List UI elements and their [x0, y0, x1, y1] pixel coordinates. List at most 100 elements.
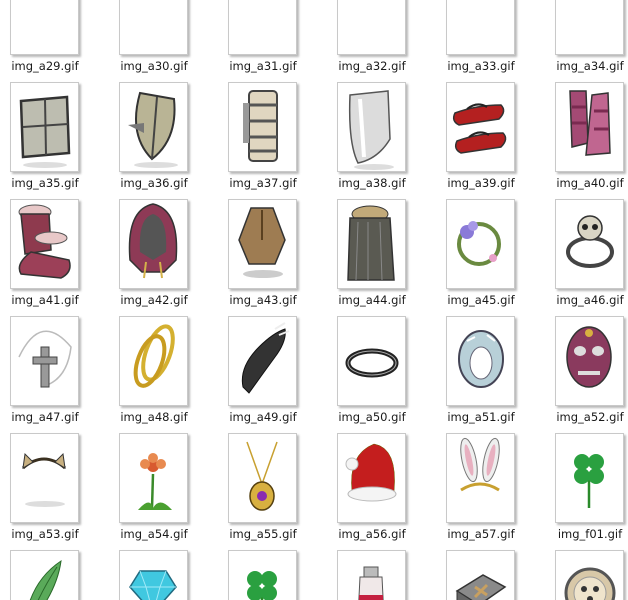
- plate-shield-icon[interactable]: [337, 82, 406, 172]
- file-item[interactable]: img_a41.gif: [5, 199, 115, 316]
- file-name-label: img_a45.gif: [447, 293, 515, 307]
- file-name-label: img_f01.gif: [557, 527, 623, 541]
- file-name-label: img_a56.gif: [338, 527, 406, 541]
- file-item[interactable]: img_a50.gif: [332, 316, 442, 433]
- file-item[interactable]: img_a31.gif: [223, 0, 333, 82]
- flower-wreath-icon[interactable]: [446, 199, 515, 289]
- skull-mask-icon[interactable]: [555, 316, 624, 406]
- flower-icon[interactable]: [119, 433, 188, 523]
- file-item[interactable]: img_a55.gif: [223, 433, 333, 550]
- gold-rings-icon[interactable]: [119, 316, 188, 406]
- clover-icon[interactable]: [228, 550, 297, 600]
- sprout-icon[interactable]: [555, 0, 624, 55]
- file-item[interactable]: img_a32.gif: [332, 0, 442, 82]
- file-item[interactable]: img_f01.gif: [550, 433, 628, 550]
- file-item[interactable]: img_a52.gif: [550, 316, 628, 433]
- file-name-label: img_a36.gif: [120, 176, 188, 190]
- file-item[interactable]: img_a40.gif: [550, 82, 628, 199]
- skull-ring-icon[interactable]: [555, 199, 624, 289]
- pink-boots-icon[interactable]: [555, 82, 624, 172]
- goggles-icon[interactable]: [119, 0, 188, 55]
- file-item[interactable]: img_a47.gif: [5, 316, 115, 433]
- file-item[interactable]: img_a51.gif: [441, 316, 551, 433]
- file-item[interactable]: [441, 550, 551, 600]
- thumbnail-row: img_a53.gif img_a54.gif img_a55.gif img_a56…: [0, 433, 628, 550]
- helmet-icon[interactable]: [337, 0, 406, 55]
- file-item[interactable]: img_a36.gif: [114, 82, 224, 199]
- file-name-label: img_a54.gif: [120, 527, 188, 541]
- file-name-label: img_a55.gif: [229, 527, 297, 541]
- file-name-label: img_a38.gif: [338, 176, 406, 190]
- file-name-label: img_a46.gif: [556, 293, 624, 307]
- file-name-label: img_a50.gif: [338, 410, 406, 424]
- file-item[interactable]: img_a45.gif: [441, 199, 551, 316]
- pendant-icon[interactable]: [228, 433, 297, 523]
- hair-icon[interactable]: [446, 0, 515, 55]
- clover-icon[interactable]: [555, 433, 624, 523]
- file-item[interactable]: img_a56.gif: [332, 433, 442, 550]
- fur-tail-icon[interactable]: [228, 316, 297, 406]
- file-item[interactable]: img_a44.gif: [332, 199, 442, 316]
- hood-icon[interactable]: [119, 199, 188, 289]
- file-name-label: img_a47.gif: [11, 410, 79, 424]
- bunny-ears-icon[interactable]: [446, 433, 515, 523]
- fur-boots-icon[interactable]: [10, 199, 79, 289]
- file-item[interactable]: img_a57.gif: [441, 433, 551, 550]
- file-item[interactable]: img_a30.gif: [114, 0, 224, 82]
- cat-ears-icon[interactable]: [10, 433, 79, 523]
- file-name-label: img_a48.gif: [120, 410, 188, 424]
- cloak-icon[interactable]: [337, 199, 406, 289]
- file-name-label: img_a34.gif: [556, 59, 624, 73]
- file-item[interactable]: img_a29.gif: [5, 0, 115, 82]
- file-item[interactable]: img_a34.gif: [550, 0, 628, 82]
- santa-hat-icon[interactable]: [337, 433, 406, 523]
- file-name-label: img_a30.gif: [120, 59, 188, 73]
- file-name-label: img_a41.gif: [11, 293, 79, 307]
- file-item[interactable]: img_a33.gif: [441, 0, 551, 82]
- red-shoes-icon[interactable]: [446, 82, 515, 172]
- crystal-ring-icon[interactable]: [446, 316, 515, 406]
- thumbnail-row: img_a41.gif img_a42.gif img_a43.gif img_a44…: [0, 199, 628, 316]
- file-item[interactable]: img_a37.gif: [223, 82, 333, 199]
- potion-icon[interactable]: [337, 550, 406, 600]
- cross-necklace-icon[interactable]: [10, 316, 79, 406]
- file-item[interactable]: img_a43.gif: [223, 199, 333, 316]
- file-name-label: img_a52.gif: [556, 410, 624, 424]
- goggles-icon[interactable]: [228, 0, 297, 55]
- file-name-label: img_a32.gif: [338, 59, 406, 73]
- box-icon[interactable]: [446, 550, 515, 600]
- file-item[interactable]: [550, 550, 628, 600]
- shield-icon[interactable]: [119, 82, 188, 172]
- armor-icon[interactable]: [10, 82, 79, 172]
- file-item[interactable]: img_a53.gif: [5, 433, 115, 550]
- file-name-label: img_a57.gif: [447, 527, 515, 541]
- file-item[interactable]: img_a49.gif: [223, 316, 333, 433]
- leaf-icon[interactable]: [10, 550, 79, 600]
- file-name-label: img_a51.gif: [447, 410, 515, 424]
- file-item[interactable]: img_a35.gif: [5, 82, 115, 199]
- file-item[interactable]: img_a54.gif: [114, 433, 224, 550]
- button-icon[interactable]: [555, 550, 624, 600]
- file-name-label: img_a53.gif: [11, 527, 79, 541]
- file-item[interactable]: img_a42.gif: [114, 199, 224, 316]
- file-name-label: img_a29.gif: [11, 59, 79, 73]
- file-item[interactable]: img_a39.gif: [441, 82, 551, 199]
- file-name-label: img_a43.gif: [229, 293, 297, 307]
- file-item[interactable]: img_a46.gif: [550, 199, 628, 316]
- file-item[interactable]: img_a48.gif: [114, 316, 224, 433]
- gauntlet-icon[interactable]: [228, 82, 297, 172]
- thumbnail-row: [0, 550, 628, 600]
- file-item[interactable]: [114, 550, 224, 600]
- file-item[interactable]: [332, 550, 442, 600]
- file-name-label: img_a35.gif: [11, 176, 79, 190]
- black-ring-icon[interactable]: [337, 316, 406, 406]
- file-item[interactable]: [223, 550, 333, 600]
- thumbnail-row: img_a47.gif img_a48.gif img_a49.gif img_a50…: [0, 316, 628, 433]
- file-item[interactable]: [5, 550, 115, 600]
- glasses-icon[interactable]: [10, 0, 79, 55]
- cape-icon[interactable]: [228, 199, 297, 289]
- file-item[interactable]: img_a38.gif: [332, 82, 442, 199]
- file-name-label: img_a42.gif: [120, 293, 188, 307]
- gem-icon[interactable]: [119, 550, 188, 600]
